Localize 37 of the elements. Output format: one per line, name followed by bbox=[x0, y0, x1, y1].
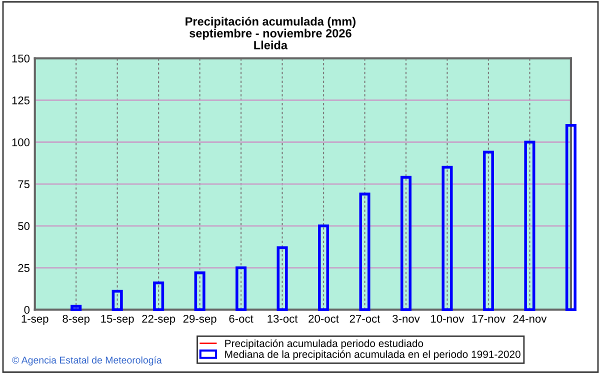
bar bbox=[359, 192, 370, 312]
x-tick-label: 17-nov bbox=[472, 314, 506, 323]
y-tick-label: 0 bbox=[24, 306, 30, 314]
bar bbox=[318, 224, 330, 312]
bar bbox=[400, 176, 412, 312]
bar bbox=[524, 140, 536, 312]
x-tick-label: 1-sep bbox=[22, 314, 48, 325]
y-tick-label: 25 bbox=[18, 264, 30, 272]
bar bbox=[194, 271, 206, 312]
bar bbox=[442, 166, 453, 312]
x-tick-label: 15-sep bbox=[101, 314, 134, 325]
x-tick-label: 8-sep bbox=[62, 314, 90, 325]
x-tick-label: 10-nov bbox=[431, 314, 464, 323]
text: © Agencia Estatal de Meteorología bbox=[12, 356, 162, 366]
x-tick-label: 29-sep bbox=[183, 314, 216, 325]
bar bbox=[276, 246, 288, 312]
bar bbox=[565, 124, 576, 312]
chart-title: Precipitación acumulada (mm) septiembre - noviembre 2026 Lleida bbox=[186, 16, 356, 50]
bar bbox=[70, 304, 82, 312]
x-tick-label: 27-oct bbox=[350, 314, 380, 323]
y-tick-label: 50 bbox=[18, 222, 30, 230]
y-tick-label: 125 bbox=[12, 96, 30, 104]
legend-label: Precipitación acumulada periodo estudiado bbox=[225, 339, 424, 350]
x-tick-label: 3-nov bbox=[392, 314, 420, 323]
x-tick-label: 13-oct bbox=[268, 314, 298, 323]
y-tick-label: 75 bbox=[18, 180, 30, 188]
x-tick-label: 20-oct bbox=[308, 314, 339, 323]
bar bbox=[112, 290, 123, 312]
y-tick-label: 100 bbox=[12, 138, 30, 146]
y-tick-label: 150 bbox=[12, 54, 30, 62]
legend-label: Mediana de la precipitación acumulada en el periodo 1991-2020 bbox=[225, 350, 520, 360]
x-tick-label: 24-nov bbox=[513, 314, 547, 323]
bar bbox=[236, 266, 247, 312]
x-tick-label: 6-oct bbox=[229, 314, 254, 323]
bar bbox=[153, 281, 164, 312]
bar bbox=[482, 150, 494, 312]
x-tick-label: 22-sep bbox=[142, 314, 176, 325]
